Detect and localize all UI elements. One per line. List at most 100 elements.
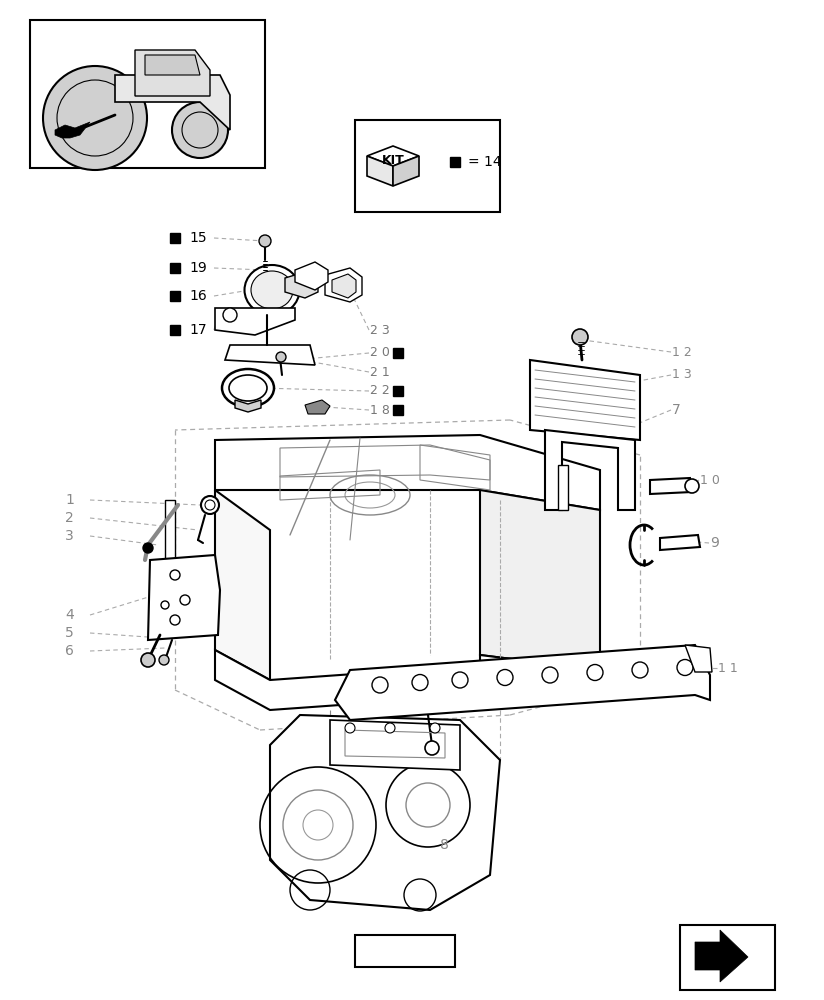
Circle shape [542,667,558,683]
Text: 8: 8 [440,838,449,852]
Polygon shape [115,75,230,130]
Polygon shape [530,360,640,440]
Circle shape [372,677,388,693]
Polygon shape [135,50,210,96]
Polygon shape [215,308,295,335]
Polygon shape [367,156,393,186]
Bar [393,348,403,358]
Polygon shape [545,430,635,510]
Polygon shape [225,345,315,365]
Bar [355,120,500,212]
Bar [393,386,403,396]
Circle shape [170,570,180,580]
Circle shape [161,601,169,609]
Ellipse shape [251,271,293,309]
Circle shape [587,664,603,680]
Text: 2 1: 2 1 [370,365,390,378]
Polygon shape [55,122,90,138]
Polygon shape [325,268,362,302]
Circle shape [201,496,219,514]
Polygon shape [215,650,600,710]
Circle shape [223,308,237,322]
Circle shape [452,672,468,688]
Polygon shape [660,535,700,550]
Bar [170,291,180,301]
Text: 1 3: 1 3 [672,368,692,381]
Text: 6: 6 [65,644,74,658]
Polygon shape [480,490,600,670]
Polygon shape [332,274,356,298]
Text: 2: 2 [65,511,74,525]
Polygon shape [145,55,200,75]
Ellipse shape [222,369,274,407]
Text: 15: 15 [189,231,207,245]
Polygon shape [650,478,692,494]
Text: = 14: = 14 [468,155,502,169]
Polygon shape [367,146,419,166]
Circle shape [632,662,648,678]
Polygon shape [215,435,600,510]
Text: 2 2: 2 2 [370,384,390,397]
Circle shape [205,500,215,510]
Text: 2 3: 2 3 [370,324,390,336]
Polygon shape [685,645,712,672]
Ellipse shape [229,375,267,401]
Text: 16: 16 [189,289,207,303]
Text: KIT: KIT [382,154,405,167]
Bar [170,233,180,243]
Bar [170,263,180,273]
Text: 1 8: 1 8 [370,403,390,416]
Circle shape [172,102,228,158]
Circle shape [143,543,153,553]
Circle shape [497,670,513,686]
Circle shape [385,723,395,733]
Polygon shape [165,500,175,635]
Circle shape [345,723,355,733]
Text: 17: 17 [189,323,207,337]
Text: 19: 19 [189,261,207,275]
Circle shape [276,352,286,362]
Polygon shape [270,715,500,910]
Circle shape [412,674,428,690]
Ellipse shape [245,265,299,315]
Circle shape [425,741,439,755]
Text: 2 0: 2 0 [370,347,390,360]
Polygon shape [393,156,419,186]
Circle shape [259,235,271,247]
Polygon shape [148,555,220,640]
Circle shape [572,329,588,345]
Text: 3: 3 [65,529,74,543]
Bar [30,20,265,168]
Text: 9: 9 [710,536,719,550]
Circle shape [430,723,440,733]
Polygon shape [335,645,710,720]
Text: 1 0: 1 0 [700,474,720,487]
Text: 5: 5 [65,626,74,640]
Circle shape [141,653,155,667]
Polygon shape [285,272,318,298]
Bar [170,325,180,335]
Polygon shape [330,720,460,770]
Polygon shape [558,465,568,510]
Polygon shape [305,400,330,414]
Circle shape [677,660,693,676]
Text: 1: 1 [65,493,74,507]
Bar [393,405,403,415]
Circle shape [180,595,190,605]
Text: 7: 7 [672,403,681,417]
Polygon shape [695,930,748,982]
Bar [450,157,460,167]
Bar [355,935,455,967]
Polygon shape [235,400,261,412]
Circle shape [170,615,180,625]
Text: 1 2: 1 2 [672,346,692,359]
Polygon shape [295,262,328,290]
Text: 4: 4 [65,608,74,622]
Text: 1.80.5: 1.80.5 [385,944,425,958]
Text: 1 1: 1 1 [718,662,737,674]
Circle shape [685,479,699,493]
Circle shape [43,66,147,170]
Bar [680,925,775,990]
Circle shape [159,655,169,665]
Polygon shape [215,490,270,680]
